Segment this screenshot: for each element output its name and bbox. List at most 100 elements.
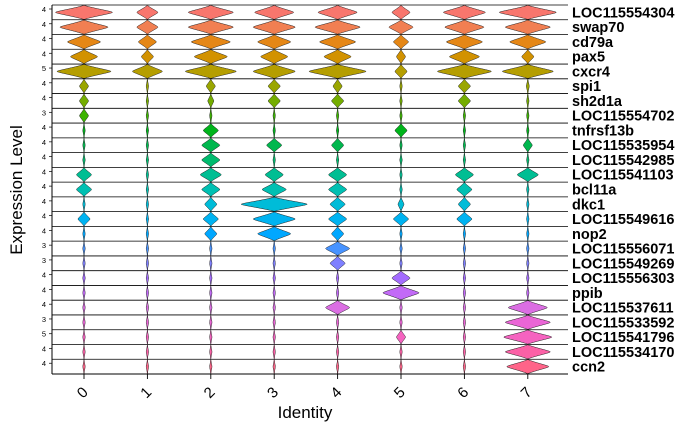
violin-LOC115549616-3: [252, 211, 296, 227]
violin-LOC115549616-4: [328, 211, 347, 227]
y-tick-label: 4: [42, 94, 46, 103]
violin-LOC115556071-4: [325, 241, 350, 256]
x-tick-label: 6: [454, 384, 472, 402]
x-tick-label: 1: [137, 384, 155, 402]
violin-nop2-1: [145, 226, 149, 241]
panel-tnfrsf13b: 4: [42, 122, 568, 138]
gene-labels: LOC115554304swap70cd79apax5cxcr4spi1sh2d…: [572, 5, 674, 375]
violin-bcl11a-3: [261, 182, 287, 197]
violin-dkc1-1: [145, 197, 149, 212]
violin-LOC115556071-6: [462, 241, 466, 256]
violin-LOC115533592-3: [272, 315, 276, 330]
violin-LOC115541796-6: [462, 329, 466, 345]
violin-ppib-4: [336, 285, 340, 300]
violin-ccn2-2: [209, 359, 213, 374]
violin-LOC115541103-6: [455, 167, 474, 183]
violin-LOC115534170-3: [272, 344, 276, 359]
violin-bcl11a-7: [526, 182, 530, 197]
y-tick-label: 4: [42, 35, 46, 44]
violin-swap70-4: [314, 19, 361, 35]
violin-tnfrsf13b-7: [526, 123, 530, 138]
violin-pax5-3: [260, 49, 288, 65]
gene-label: LOC115537611: [572, 301, 674, 317]
x-tick-label: 2: [201, 384, 219, 402]
y-tick-label: 4: [42, 20, 46, 29]
violin-LOC115549616-1: [145, 211, 149, 227]
violin-LOC115554304-5: [391, 4, 411, 20]
violin-cd79a-4: [319, 34, 356, 50]
violin-LOC115554702-5: [399, 108, 403, 123]
x-tick-label: 3: [264, 384, 282, 402]
violin-swap70-0: [59, 19, 109, 35]
violin-LOC115542985-5: [399, 152, 403, 168]
violin-LOC115534170-4: [336, 344, 340, 359]
y-tick-label: 3: [42, 315, 46, 324]
violin-cd79a-2: [191, 34, 231, 50]
violin-LOC115537611-5: [399, 300, 403, 315]
violin-cd79a-5: [393, 34, 409, 50]
panel-LOC115556071: 3: [42, 240, 568, 256]
violin-LOC115554304-1: [136, 4, 159, 20]
violin-LOC115541796-7: [503, 329, 553, 345]
violin-sh2d1a-2: [207, 93, 215, 109]
violin-LOC115537611-7: [508, 300, 548, 315]
violin-LOC115556303-3: [272, 270, 276, 286]
violin-LOC115556303-4: [336, 270, 340, 286]
violin-LOC115537611-0: [82, 300, 86, 315]
violin-LOC115549269-1: [145, 256, 149, 271]
y-tick-label: 3: [42, 108, 46, 117]
violin-LOC115554304-7: [499, 5, 557, 20]
y-tick-label: 4: [42, 49, 46, 58]
violin-LOC115556303-1: [145, 270, 149, 286]
violin-LOC115537611-1: [145, 300, 149, 315]
violin-LOC115549616-6: [456, 211, 473, 227]
violin-LOC115542985-3: [272, 152, 276, 168]
gene-label: ppib: [572, 286, 603, 302]
panel-LOC115537611: 4: [42, 299, 568, 315]
violin-spi1-0: [79, 78, 89, 94]
gene-label: swap70: [572, 20, 624, 36]
violin-ppib-7: [526, 285, 530, 300]
gene-label: tnfrsf13b: [572, 123, 634, 139]
y-tick-label: 4: [42, 344, 46, 353]
violin-LOC115549616-7: [526, 211, 530, 227]
violin-LOC115541103-5: [399, 167, 403, 182]
violin-nop2-6: [462, 226, 466, 241]
y-tick-label: 4: [42, 5, 46, 14]
violin-cxcr4-5: [394, 63, 408, 79]
violin-LOC115556071-0: [82, 241, 86, 256]
violin-dkc1-6: [458, 196, 471, 212]
panel-LOC115542985: 4: [42, 152, 568, 168]
violin-cxcr4-3: [252, 64, 296, 79]
violin-bcl11a-4: [328, 182, 347, 197]
violin-LOC115549269-3: [272, 256, 276, 271]
y-tick-label: 4: [42, 138, 46, 147]
panel-LOC115534170: 4: [42, 344, 568, 360]
violin-LOC115556303-0: [82, 270, 86, 286]
gene-label: cd79a: [572, 35, 614, 51]
violin-LOC115535954-3: [266, 137, 282, 153]
violin-sh2d1a-3: [267, 93, 281, 109]
y-tick-label: 4: [42, 226, 46, 235]
gene-label: LOC115542985: [572, 153, 674, 169]
violin-dkc1-3: [240, 196, 308, 212]
violin-LOC115541796-1: [145, 329, 149, 345]
violin-spi1-4: [332, 78, 343, 94]
violin-cxcr4-0: [56, 64, 112, 79]
violin-swap70-5: [388, 19, 414, 35]
gene-label: LOC115533592: [572, 315, 674, 331]
y-axis-title: Expression Level: [7, 125, 26, 254]
violin-LOC115554304-3: [254, 5, 294, 20]
violin-tnfrsf13b-4: [336, 123, 340, 138]
panel-LOC115549616: 4: [42, 211, 568, 227]
x-axis-title: Identity: [278, 403, 333, 422]
violin-tnfrsf13b-3: [272, 123, 276, 138]
violin-LOC115556071-1: [145, 241, 149, 256]
y-tick-label: 4: [42, 79, 46, 88]
violin-nop2-4: [331, 226, 344, 242]
gene-label: ccn2: [572, 360, 605, 376]
violin-bcl11a-1: [145, 182, 149, 197]
violin-LOC115549269-5: [399, 256, 403, 271]
violin-LOC115537611-3: [272, 300, 276, 315]
violin-cxcr4-2: [185, 64, 237, 79]
